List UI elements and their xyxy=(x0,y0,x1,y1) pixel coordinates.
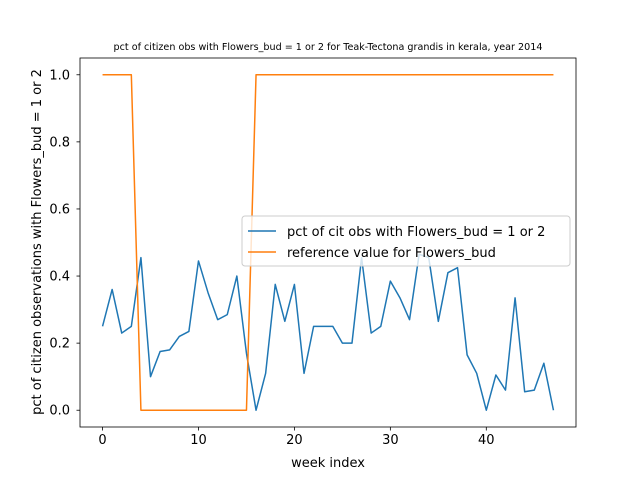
x-tick-label: 40 xyxy=(478,433,495,448)
plot-frame xyxy=(79,57,577,428)
x-axis-ticks: 0 10 20 30 40 xyxy=(98,427,495,448)
y-tick-label: 0.4 xyxy=(49,270,70,285)
legend-label-2: reference value for Flowers_bud xyxy=(287,246,496,261)
x-tick-label: 30 xyxy=(382,433,399,448)
x-tick-label: 10 xyxy=(190,433,207,448)
y-tick-label: 1.0 xyxy=(49,68,70,83)
series-line-2 xyxy=(102,74,554,411)
plot-lines xyxy=(101,74,555,411)
y-tick-label: 0.8 xyxy=(49,135,70,150)
y-tick-label: 0.6 xyxy=(49,202,70,217)
legend-box xyxy=(241,215,571,267)
y-tick-label: 0.0 xyxy=(49,404,70,419)
y-axis-ticks: 0.0 0.2 0.4 0.6 0.8 1.0 xyxy=(49,68,80,419)
x-tick-label: 0 xyxy=(98,433,106,448)
series-line-1 xyxy=(101,253,555,411)
x-tick-label: 20 xyxy=(286,433,303,448)
legend: pct of cit obs with Flowers_bud = 1 or 2… xyxy=(241,215,571,267)
legend-label-1: pct of cit obs with Flowers_bud = 1 or 2 xyxy=(287,225,545,240)
y-tick-label: 0.2 xyxy=(49,337,70,352)
y-axis-label: pct of citizen observations with Flowers… xyxy=(30,69,45,415)
x-axis-label: week index xyxy=(291,456,365,471)
chart-title: pct of citizen obs with Flowers_bud = 1 … xyxy=(114,42,543,53)
